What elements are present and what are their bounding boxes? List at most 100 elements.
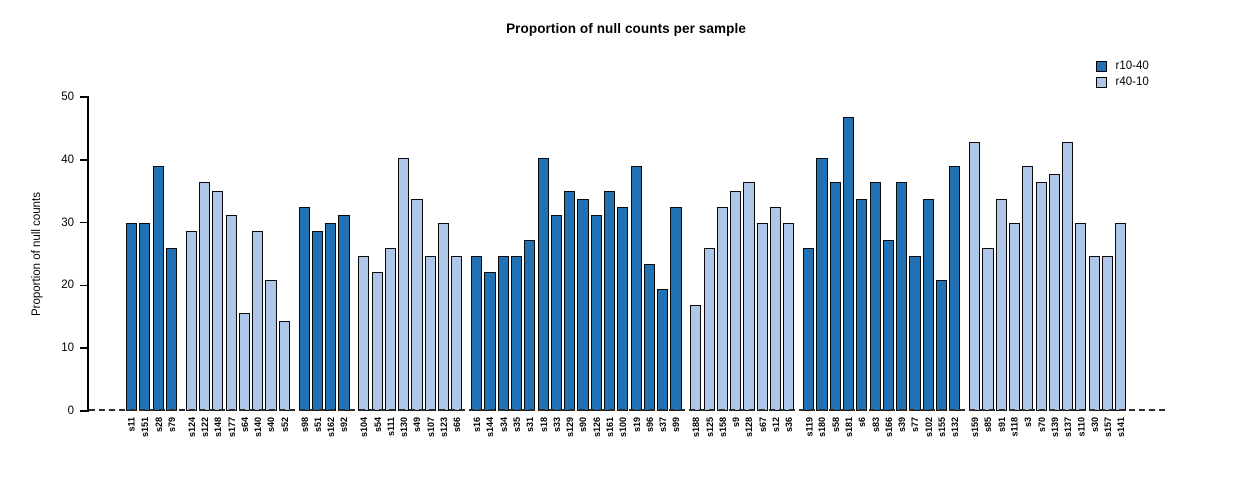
x-tick-label: s107 (425, 417, 436, 438)
bar-s125: s125 (703, 247, 715, 437)
x-tick-label: s70 (1036, 417, 1047, 433)
x-tick-label: s11 (127, 417, 137, 432)
bar-s188: s188 (690, 304, 702, 437)
x-tick-label: s90 (578, 417, 589, 433)
x-tick-label: s158 (717, 417, 728, 438)
x-tick-label: s181 (844, 417, 854, 438)
bar-s124: s124 (185, 231, 197, 437)
bar-s126: s126 (590, 215, 602, 437)
y-tick-label: 40 (61, 153, 74, 166)
bar-s67: s67 (756, 223, 768, 432)
bar-s111: s111 (384, 247, 396, 436)
y-tick-mark (80, 410, 87, 412)
bar-s151: s151 (139, 223, 151, 437)
x-tick-label: s161 (605, 417, 615, 438)
bar-s180: s180 (816, 157, 828, 437)
bar-s144: s144 (484, 272, 496, 437)
x-tick-label: s28 (153, 417, 164, 433)
x-tick-label: s111 (385, 417, 396, 437)
bar-s31: s31 (524, 239, 536, 432)
x-tick-label: s126 (591, 417, 602, 438)
bar-s40: s40 (265, 280, 277, 432)
x-tick-label: s79 (166, 417, 177, 433)
bars-region: s11 s151 s28 s79 s124 s122 s148 s177 s64 s140 s40 s… (126, 97, 1127, 437)
x-tick-label: s30 (1089, 417, 1100, 433)
y-axis-label: Proportion of null counts (31, 191, 43, 317)
x-tick-label: s49 (412, 417, 423, 433)
bar-s140: s140 (252, 231, 264, 437)
x-tick-label: s35 (512, 417, 523, 433)
x-tick-label: s39 (897, 417, 908, 433)
legend-entry: r40-10 (1096, 76, 1149, 89)
x-tick-label: s9 (731, 417, 742, 428)
bar-s119: s119 (803, 247, 815, 437)
y-tick-label: 50 (61, 91, 74, 103)
x-tick-label: s66 (452, 417, 463, 433)
y-tick-mark (80, 221, 87, 224)
x-tick-label: s125 (704, 417, 715, 438)
y-tick-mark (80, 96, 87, 98)
x-tick-label: s102 (923, 417, 934, 438)
bar-s122: s122 (199, 182, 211, 437)
bar-s58: s58 (829, 182, 841, 432)
y-tick-label: 0 (67, 405, 74, 417)
chart-title: Proportion of null counts per sample (506, 21, 746, 36)
bar-s129: s129 (564, 190, 576, 437)
bar-s90: s90 (577, 198, 589, 432)
x-tick-label: s64 (239, 417, 250, 433)
bar-cluster-r10-40: s119 s180 s58 s181 s6 s83 s166 s39 s77 s102 s155 s1… (803, 97, 961, 437)
x-tick-label: s52 (279, 417, 290, 433)
bar-s92: s92 (338, 215, 350, 432)
x-tick-label: s3 (1023, 417, 1034, 428)
bar-cluster-r10-40: s11 s151 s28 s79 (126, 97, 177, 437)
x-tick-label: s132 (950, 417, 961, 438)
x-tick-label: s77 (910, 417, 921, 433)
x-tick-label: s92 (339, 417, 350, 433)
bar-s123: s123 (438, 223, 450, 437)
x-tick-label: s188 (691, 417, 702, 438)
x-tick-label: s99 (671, 417, 682, 433)
x-tick-label: s110 (1076, 417, 1087, 437)
bar-s83: s83 (869, 182, 881, 432)
x-tick-label: s83 (870, 417, 881, 433)
bar-s100: s100 (617, 206, 629, 437)
x-tick-label: s33 (551, 417, 562, 433)
bar-s3: s3 (1022, 166, 1034, 427)
bar-s162: s162 (325, 223, 337, 437)
bar-s137: s137 (1062, 141, 1074, 437)
x-tick-label: s128 (744, 417, 755, 438)
bar-s128: s128 (743, 182, 755, 437)
bar-s79: s79 (165, 247, 177, 432)
x-tick-label: s122 (200, 417, 211, 438)
bar-s132: s132 (949, 166, 961, 437)
y-tick-mark (80, 284, 87, 287)
bar-s35: s35 (511, 255, 523, 432)
x-tick-label: s118 (1009, 417, 1020, 437)
x-tick-label: s31 (525, 417, 536, 433)
bar-s9: s9 (730, 190, 742, 427)
bar-s98: s98 (298, 206, 310, 432)
legend-swatch-icon (1096, 61, 1107, 72)
x-tick-label: s51 (312, 417, 323, 433)
bar-s64: s64 (238, 313, 250, 432)
bar-s141: s141 (1115, 223, 1127, 437)
x-tick-label: s119 (804, 417, 815, 437)
bar-s91: s91 (995, 198, 1007, 432)
bar-s99: s99 (670, 206, 682, 432)
bar-s18: s18 (537, 157, 549, 432)
y-tick-mark (80, 159, 87, 161)
x-tick-label: s139 (1049, 417, 1060, 438)
bar-s19: s19 (630, 166, 642, 432)
x-tick-label: s166 (883, 417, 894, 438)
legend-label: r10-40 (1115, 60, 1149, 72)
bar-s96: s96 (643, 264, 655, 432)
bar-s66: s66 (451, 255, 463, 432)
x-tick-label: s157 (1102, 417, 1113, 438)
x-tick-label: s34 (498, 417, 509, 433)
bar-s118: s118 (1008, 223, 1021, 437)
bar-s37: s37 (657, 288, 669, 432)
bar-s6: s6 (856, 198, 868, 427)
bar-s181: s181 (843, 117, 855, 437)
bar-s51: s51 (311, 231, 323, 432)
